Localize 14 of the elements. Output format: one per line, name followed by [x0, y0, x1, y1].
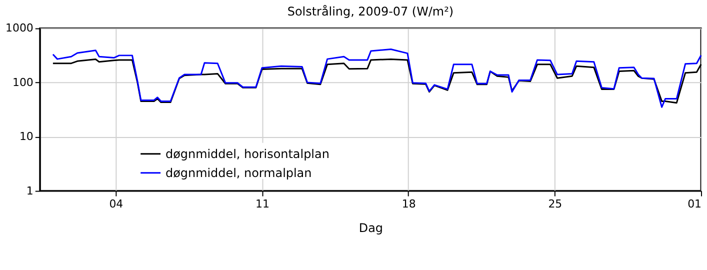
x-tick-label: 01: [688, 197, 702, 210]
y-tick-label: 1000: [6, 22, 34, 35]
x-axis-title: Dag: [358, 221, 384, 236]
legend-label: døgnmiddel, normalplan: [166, 166, 312, 180]
chart-title: Solstråling, 2009-07 (W/m²): [287, 4, 454, 18]
legend-label: døgnmiddel, horisontalplan: [166, 146, 330, 161]
x-tick-label: 18: [402, 197, 416, 210]
y-tick-label: 100: [12, 76, 34, 89]
x-tick-label: 04: [109, 197, 124, 210]
line-series: [52, 48, 702, 108]
x-tick-label: 11: [256, 197, 270, 210]
x-tick-label: 25: [548, 197, 562, 210]
y-tick-label: 1: [26, 184, 34, 198]
y-tick-label: 10: [19, 130, 34, 144]
